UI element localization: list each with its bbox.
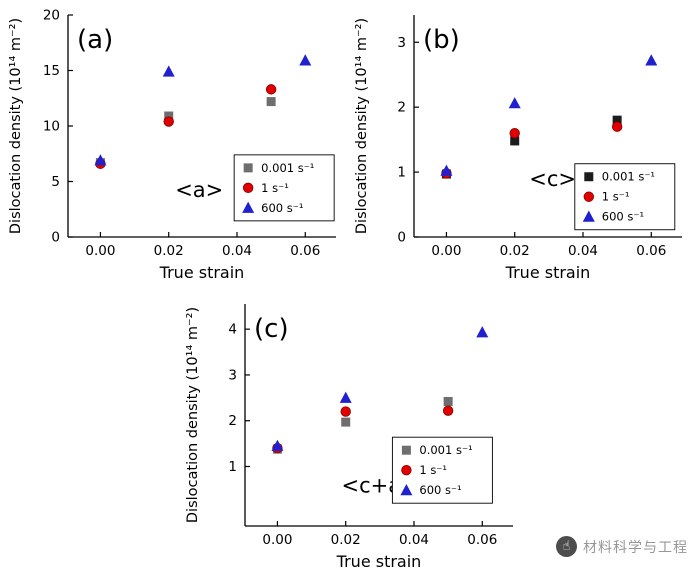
data-point bbox=[163, 116, 174, 127]
panel-c: 0.00 0.02 0.04 0.06 1 2 3 4 True strain Dislocati… bbox=[183, 289, 523, 574]
data-point bbox=[164, 111, 174, 121]
panel-b: 0.00 0.02 0.04 0.06 0 1 2 3 True strain Dislocati… bbox=[352, 0, 692, 285]
legend-label: 600 s⁻¹ bbox=[419, 483, 461, 497]
y-tick-label: 1 bbox=[397, 165, 406, 181]
x-axis-title: True strain bbox=[505, 263, 591, 282]
x-tick-label: 0.02 bbox=[500, 243, 530, 259]
data-point bbox=[509, 127, 520, 139]
y-tick-label: 3 bbox=[228, 367, 237, 383]
scatter-chart-c: 0.00 0.02 0.04 0.06 1 2 3 4 True strain Dislocati… bbox=[185, 304, 513, 571]
y-tick-label: 3 bbox=[397, 35, 406, 51]
legend-marker bbox=[400, 484, 413, 496]
data-point bbox=[611, 121, 623, 132]
y-tick-label: 5 bbox=[51, 174, 60, 190]
data-point bbox=[265, 84, 277, 95]
data-point bbox=[440, 164, 453, 176]
scatter-chart-b: 0.00 0.02 0.04 0.06 0 1 2 3 True strain Dislocati… bbox=[354, 15, 682, 282]
legend-label: 0.001 s⁻¹ bbox=[419, 443, 472, 457]
x-axis-title: True strain bbox=[159, 263, 245, 282]
x-tick-label: 0.02 bbox=[154, 243, 184, 259]
legend-label: 0.001 s⁻¹ bbox=[602, 170, 655, 184]
y-tick-label: 0 bbox=[51, 230, 60, 246]
legend-marker bbox=[242, 201, 255, 213]
annotation-label: <c> bbox=[529, 167, 576, 191]
panel-label: (a) bbox=[77, 25, 113, 55]
y-tick-label: 1 bbox=[228, 459, 237, 475]
data-point bbox=[339, 391, 352, 403]
data-point bbox=[508, 97, 521, 109]
legend-label: 1 s⁻¹ bbox=[261, 181, 289, 195]
panel-label: (b) bbox=[423, 25, 460, 55]
watermark: ☝ 材料科学与工程 bbox=[556, 536, 688, 557]
legend-marker bbox=[401, 464, 412, 476]
legend-label: 1 s⁻¹ bbox=[419, 463, 447, 477]
legend-marker bbox=[583, 191, 595, 202]
legend-marker bbox=[582, 210, 595, 222]
legend-label: 1 s⁻¹ bbox=[602, 190, 630, 204]
data-point bbox=[443, 396, 453, 406]
y-tick-label: 4 bbox=[228, 322, 237, 338]
x-tick-label: 0.02 bbox=[331, 532, 361, 548]
legend-label: 600 s⁻¹ bbox=[261, 201, 303, 215]
y-axis-title: Dislocation density (10¹⁴ m⁻²) bbox=[354, 18, 370, 234]
x-tick-label: 0.04 bbox=[568, 243, 598, 259]
panel-label: (c) bbox=[254, 314, 289, 344]
legend-marker bbox=[243, 163, 253, 173]
x-tick-label: 0.04 bbox=[222, 243, 252, 259]
data-point bbox=[341, 417, 351, 427]
legend-label: 600 s⁻¹ bbox=[602, 210, 644, 224]
x-tick-label: 0.06 bbox=[636, 243, 666, 259]
x-tick-label: 0.06 bbox=[467, 532, 497, 548]
panel-a: 0.00 0.02 0.04 0.06 0 5 10 15 20 True strain Dislo… bbox=[6, 0, 346, 285]
x-tick-label: 0.00 bbox=[262, 532, 292, 548]
data-point bbox=[645, 54, 658, 66]
annotation-label: <a> bbox=[175, 178, 223, 202]
data-point bbox=[510, 136, 520, 146]
y-axis-title: Dislocation density (10¹⁴ m⁻²) bbox=[8, 18, 24, 234]
y-tick-label: 20 bbox=[43, 8, 60, 24]
legend-label: 0.001 s⁻¹ bbox=[261, 161, 314, 175]
y-tick-label: 10 bbox=[43, 119, 60, 135]
watermark-text: 材料科学与工程 bbox=[583, 539, 688, 556]
data-point bbox=[299, 54, 312, 66]
x-tick-label: 0.00 bbox=[85, 243, 115, 259]
data-point bbox=[271, 439, 284, 451]
data-point bbox=[266, 97, 276, 107]
y-tick-label: 15 bbox=[43, 63, 60, 79]
data-point bbox=[476, 326, 489, 338]
y-tick-label: 0 bbox=[397, 230, 406, 246]
y-tick-label: 2 bbox=[228, 413, 237, 429]
hand-icon: ☝ bbox=[556, 536, 577, 557]
data-point bbox=[612, 115, 622, 125]
data-point bbox=[94, 154, 107, 166]
data-point bbox=[442, 405, 454, 416]
y-tick-label: 2 bbox=[397, 100, 406, 116]
x-tick-label: 0.00 bbox=[431, 243, 461, 259]
legend-marker bbox=[584, 172, 594, 182]
data-point bbox=[340, 406, 351, 417]
x-axis-title: True strain bbox=[336, 552, 422, 571]
legend-marker bbox=[401, 445, 411, 455]
data-point bbox=[162, 65, 175, 77]
scatter-chart-a: 0.00 0.02 0.04 0.06 0 5 10 15 20 True strain Dislo… bbox=[8, 8, 336, 282]
legend-marker bbox=[242, 182, 254, 194]
x-tick-label: 0.04 bbox=[399, 532, 429, 548]
y-axis-title: Dislocation density (10¹⁴ m⁻²) bbox=[185, 307, 201, 523]
x-tick-label: 0.06 bbox=[290, 243, 320, 259]
